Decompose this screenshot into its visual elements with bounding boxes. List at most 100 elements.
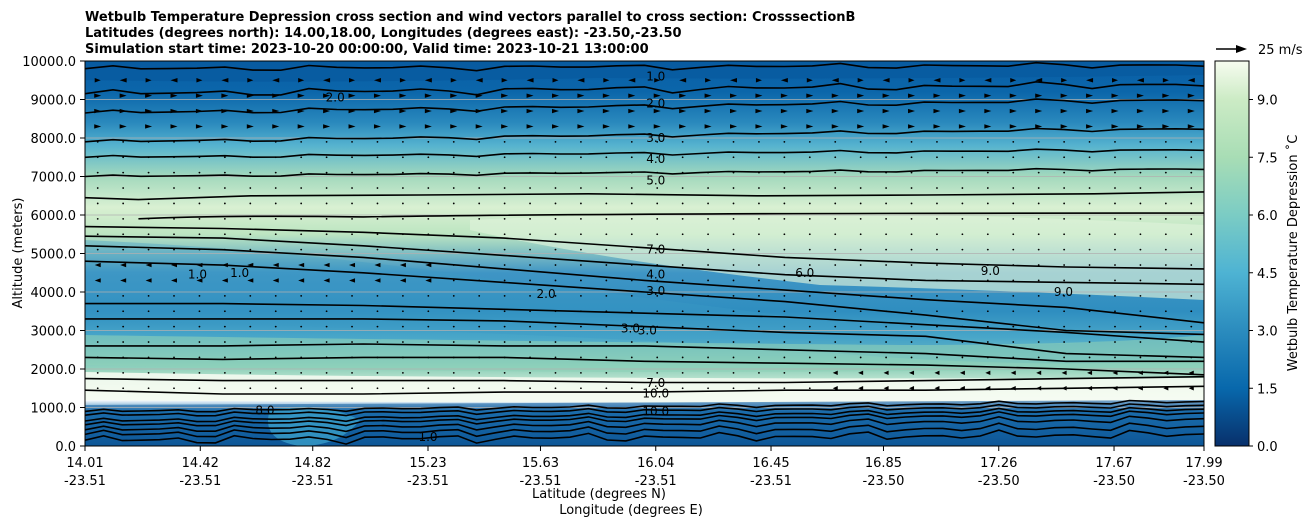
- wind-vector: [427, 140, 430, 143]
- wind-vector: [1037, 248, 1040, 251]
- wind-vector: [580, 171, 582, 174]
- wind-vector: [452, 187, 455, 189]
- wind-vector: [707, 233, 709, 236]
- wind-vector: [910, 217, 913, 220]
- wind-vector: [452, 356, 455, 359]
- x-tick-label-lat: 17.26: [980, 456, 1017, 471]
- wind-vector: [452, 325, 455, 328]
- wind-vector: [707, 140, 709, 143]
- colorbar-tick-label: 4.5: [1257, 267, 1278, 282]
- wind-vector: [679, 93, 687, 98]
- wind-vector: [554, 264, 557, 266]
- wind-vector: [707, 279, 709, 282]
- wind-vector: [399, 108, 407, 114]
- wind-vector: [173, 156, 175, 159]
- wind-vector: [529, 187, 531, 189]
- wind-vector: [732, 264, 735, 266]
- wind-vector: [300, 171, 303, 174]
- wind-vector: [145, 93, 153, 98]
- wind-vector: [1012, 325, 1015, 328]
- wind-vector: [1063, 279, 1066, 282]
- wind-vector: [1060, 124, 1068, 129]
- wind-vector: [1139, 156, 1142, 159]
- wind-vector: [1164, 264, 1167, 266]
- wind-vector: [198, 294, 201, 297]
- wind-vector: [401, 356, 404, 359]
- wind-vector: [783, 371, 786, 374]
- wind-vector: [936, 294, 938, 297]
- wind-vector: [274, 371, 277, 374]
- wind-vector: [401, 140, 404, 143]
- wind-vector: [910, 279, 913, 282]
- wind-vector: [147, 356, 150, 359]
- wind-vector: [401, 202, 404, 205]
- wind-vector: [351, 294, 353, 297]
- wind-vector: [961, 171, 964, 174]
- wind-vector: [351, 248, 353, 251]
- wind-vector: [501, 93, 509, 98]
- wind-vector: [529, 217, 531, 220]
- wind-vector: [351, 187, 353, 189]
- wind-vector: [122, 371, 125, 374]
- wind-vector: [732, 279, 735, 282]
- wind-vector: [1088, 294, 1091, 297]
- wind-vector: [1114, 233, 1116, 236]
- wind-vector: [934, 386, 940, 391]
- wind-vector: [450, 124, 458, 129]
- wind-vector: [885, 187, 888, 189]
- wind-vector: [961, 294, 964, 297]
- wind-vector: [986, 217, 989, 220]
- wind-vector: [834, 187, 837, 189]
- wind-vector: [427, 341, 430, 343]
- wind-vector: [223, 202, 226, 205]
- x-tick-label-lat: 16.85: [865, 456, 902, 471]
- wind-vector: [526, 78, 534, 83]
- wind-vector: [603, 78, 610, 83]
- wind-vector: [171, 262, 178, 268]
- wind-vector: [859, 264, 862, 266]
- wind-vector: [986, 248, 989, 251]
- wind-vector: [707, 217, 709, 220]
- wind-vector: [681, 341, 684, 343]
- wind-vector: [1063, 202, 1066, 205]
- wind-vector: [196, 78, 203, 83]
- wind-vector: [376, 387, 379, 390]
- wind-vector: [986, 341, 989, 343]
- wind-vector: [401, 294, 404, 297]
- wind-vector: [221, 124, 229, 129]
- wind-vector: [274, 202, 277, 205]
- wind-vector: [348, 124, 356, 129]
- wind-vector: [503, 156, 506, 159]
- wind-vector: [883, 386, 889, 391]
- wind-vector: [478, 233, 481, 236]
- contour-line: [85, 429, 1204, 445]
- wind-vector: [198, 310, 201, 313]
- wind-vector: [808, 310, 811, 313]
- wind-vector: [478, 248, 481, 251]
- wind-vector: [834, 217, 837, 220]
- y-tick-label: 3000.0: [31, 325, 77, 340]
- wind-vector: [147, 387, 150, 390]
- wind-vector: [758, 233, 760, 236]
- wind-vector: [1086, 108, 1094, 114]
- wind-vector: [173, 310, 175, 313]
- wind-vector: [681, 202, 684, 205]
- wind-vector: [630, 264, 633, 266]
- wind-vector: [806, 108, 814, 114]
- wind-vector: [1114, 279, 1116, 282]
- wind-vector: [1114, 171, 1116, 174]
- wind-vector: [427, 325, 430, 328]
- wind-vector: [908, 78, 915, 83]
- wind-vector: [1012, 171, 1015, 174]
- wind-vector: [503, 387, 506, 390]
- wind-vector: [529, 356, 531, 359]
- wind-vector: [503, 371, 506, 374]
- contour-line: [85, 318, 1204, 359]
- wind-vector: [1088, 356, 1091, 359]
- wind-vector: [198, 156, 201, 159]
- wind-vector: [910, 356, 913, 359]
- wind-vector: [1190, 233, 1193, 236]
- wind-vector: [984, 108, 992, 114]
- wind-vector: [323, 278, 330, 283]
- wind-vector: [910, 325, 913, 328]
